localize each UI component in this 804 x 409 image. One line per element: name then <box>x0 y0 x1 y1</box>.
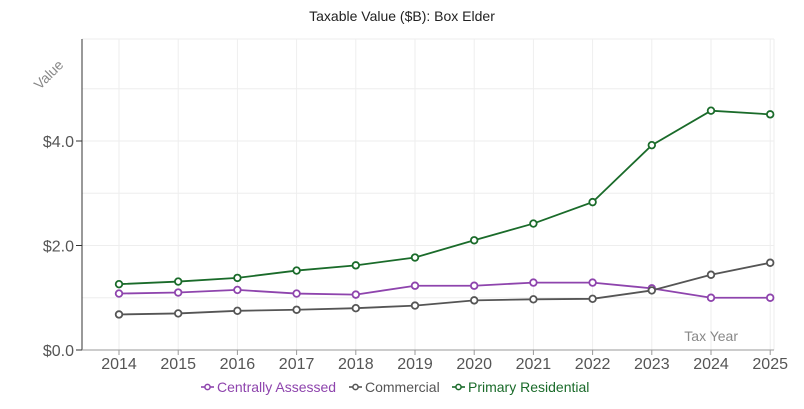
x-tick-label-2018: 2018 <box>338 356 374 373</box>
x-tick-label-2019: 2019 <box>397 356 433 373</box>
point-centrally-assessed-2022[interactable] <box>588 278 597 287</box>
point-commercial-2020[interactable] <box>470 296 479 305</box>
point-primary-residential-2019[interactable] <box>410 253 420 262</box>
legend-marker-centrally-assessed <box>204 383 211 391</box>
series-line-centrally-assessed <box>118 281 771 299</box>
series-centrally-assessed <box>114 278 775 302</box>
x-tick-label-2016: 2016 <box>220 356 256 373</box>
legend-label-primary-residential: Primary Residential <box>468 379 589 395</box>
point-primary-residential-2020[interactable] <box>470 236 479 245</box>
point-primary-residential-2017[interactable] <box>292 266 301 275</box>
legend-item-centrally-assessed[interactable]: Centrally Assessed <box>201 379 336 395</box>
legend-item-primary-residential[interactable]: Primary Residential <box>452 379 589 395</box>
point-commercial-2015[interactable] <box>173 309 183 318</box>
x-tick-label-2022: 2022 <box>575 356 611 373</box>
point-centrally-assessed-2017[interactable] <box>292 289 301 298</box>
point-centrally-assessed-2016[interactable] <box>233 285 242 295</box>
point-commercial-2022[interactable] <box>588 294 597 303</box>
legend: Centrally Assessed Commercial Primary Resi… <box>201 379 589 395</box>
point-commercial-2016[interactable] <box>233 306 242 316</box>
x-tick-label-2017: 2017 <box>279 356 315 373</box>
x-tick-label-2021: 2021 <box>516 356 552 373</box>
point-commercial-2018[interactable] <box>351 304 360 313</box>
point-centrally-assessed-2018[interactable] <box>351 290 360 299</box>
point-commercial-2025[interactable] <box>766 258 775 267</box>
y-axis-title: Value <box>31 56 67 92</box>
series-commercial <box>114 258 775 319</box>
point-primary-residential-2024[interactable] <box>706 106 716 115</box>
point-centrally-assessed-2020[interactable] <box>470 281 479 290</box>
point-primary-residential-2016[interactable] <box>233 273 242 283</box>
point-centrally-assessed-2021[interactable] <box>529 278 538 287</box>
y-tick-label-0-0: $0.0 <box>43 343 74 360</box>
grid <box>82 38 775 350</box>
point-commercial-2024[interactable] <box>706 270 716 279</box>
point-commercial-2019[interactable] <box>410 301 420 310</box>
series-line-primary-residential <box>118 109 771 286</box>
legend-item-commercial[interactable]: Commercial <box>349 379 440 395</box>
y-tick-label-2-0: $2.0 <box>43 239 74 256</box>
chart-title: Taxable Value ($B): Box Elder <box>309 8 495 24</box>
x-tick-label-2024: 2024 <box>693 356 729 373</box>
point-primary-residential-2021[interactable] <box>529 219 538 228</box>
point-commercial-2017[interactable] <box>292 305 301 314</box>
series-primary-residential <box>114 106 775 289</box>
x-tick-label-2015: 2015 <box>160 356 196 373</box>
series-line-commercial <box>118 261 771 316</box>
point-commercial-2014[interactable] <box>114 310 124 319</box>
point-centrally-assessed-2019[interactable] <box>410 281 420 290</box>
x-tick-label-2025: 2025 <box>752 356 788 373</box>
point-primary-residential-2023[interactable] <box>647 140 656 150</box>
x-tick-label-2014: 2014 <box>101 356 137 373</box>
x-axis-title: Tax Year <box>684 328 738 344</box>
y-ticks: $0.0 $2.0 $4.0 <box>43 134 82 360</box>
legend-marker-primary-residential <box>455 383 462 391</box>
legend-label-centrally-assessed: Centrally Assessed <box>217 379 336 395</box>
point-commercial-2021[interactable] <box>529 295 538 304</box>
point-centrally-assessed-2025[interactable] <box>766 293 775 302</box>
point-centrally-assessed-2014[interactable] <box>114 289 124 298</box>
series-group <box>114 106 775 319</box>
x-tick-label-2020: 2020 <box>456 356 492 373</box>
point-primary-residential-2018[interactable] <box>351 261 360 270</box>
x-ticks: 2014 2015 2016 2017 2018 2019 2020 2021 2022 2023… <box>101 350 788 373</box>
x-tick-label-2023: 2023 <box>634 356 670 373</box>
point-centrally-assessed-2024[interactable] <box>706 293 716 302</box>
point-commercial-2023[interactable] <box>647 286 656 295</box>
point-primary-residential-2025[interactable] <box>766 110 775 119</box>
y-tick-label-4-0: $4.0 <box>43 134 74 151</box>
point-primary-residential-2015[interactable] <box>173 277 183 286</box>
point-primary-residential-2014[interactable] <box>114 279 124 289</box>
point-primary-residential-2022[interactable] <box>588 197 597 207</box>
point-centrally-assessed-2015[interactable] <box>173 288 183 297</box>
legend-label-commercial: Commercial <box>365 379 440 395</box>
legend-marker-commercial <box>352 383 359 391</box>
